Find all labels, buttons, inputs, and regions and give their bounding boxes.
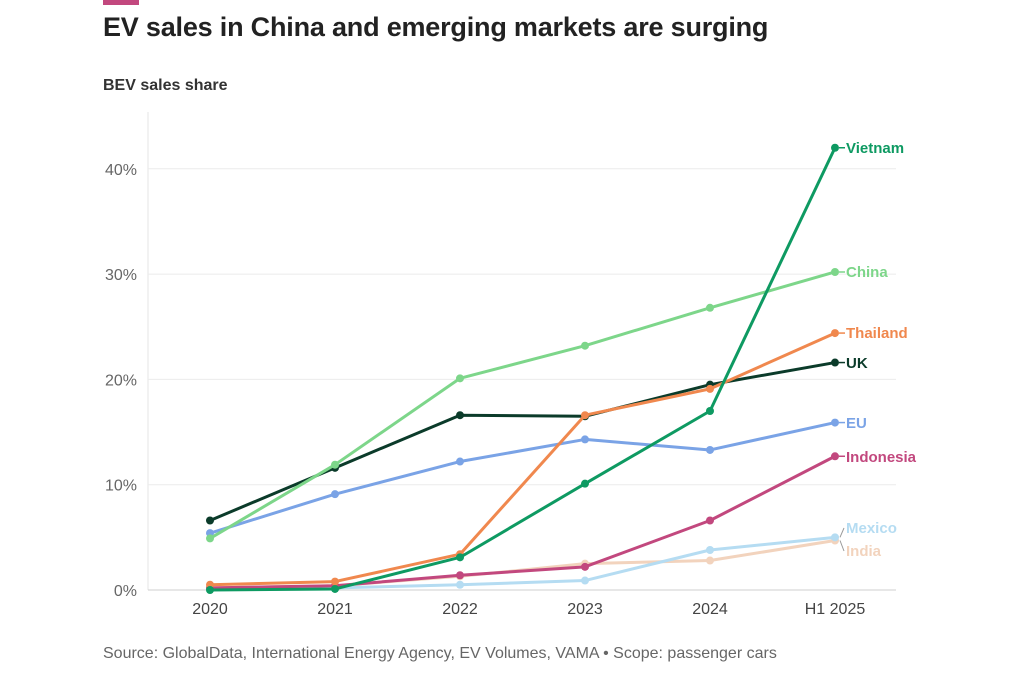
x-tick-label: 2022 xyxy=(442,601,478,618)
series-label: Mexico xyxy=(846,520,897,537)
x-tick-label: 2023 xyxy=(567,601,603,618)
data-point xyxy=(706,445,714,454)
x-tick-label: 2021 xyxy=(317,601,353,618)
data-point xyxy=(706,545,714,554)
label-connector xyxy=(839,527,845,538)
data-point xyxy=(331,490,339,499)
series-label: India xyxy=(846,543,882,560)
data-point xyxy=(456,571,464,580)
data-point xyxy=(456,580,464,589)
y-tick-label: 20% xyxy=(105,372,137,389)
chart-title: EV sales in China and emerging markets a… xyxy=(103,12,769,42)
data-point xyxy=(581,562,589,571)
data-point xyxy=(581,341,589,350)
series-line xyxy=(208,331,837,587)
series-label: Indonesia xyxy=(846,449,917,466)
series-line xyxy=(208,146,837,592)
label-connector xyxy=(839,540,845,552)
data-point xyxy=(581,576,589,585)
data-point xyxy=(206,516,214,525)
data-point xyxy=(831,452,839,461)
data-point xyxy=(831,418,839,427)
data-point xyxy=(456,374,464,383)
data-point xyxy=(581,479,589,488)
data-point xyxy=(331,584,339,593)
y-tick-label: 40% xyxy=(105,162,137,179)
data-point xyxy=(206,534,214,543)
data-point xyxy=(456,457,464,466)
series-line xyxy=(208,270,837,540)
data-point xyxy=(831,358,839,367)
data-point xyxy=(831,329,839,338)
x-tick-label: 2024 xyxy=(692,601,728,618)
y-tick-label: 0% xyxy=(114,583,137,600)
data-point xyxy=(331,460,339,469)
series-line xyxy=(208,454,837,590)
data-point xyxy=(706,303,714,312)
data-point xyxy=(831,143,839,152)
data-point xyxy=(581,435,589,444)
x-tick-label: 2020 xyxy=(192,601,228,618)
data-point xyxy=(831,533,839,542)
data-point xyxy=(706,556,714,565)
series-label: Thailand xyxy=(846,325,908,342)
series-line xyxy=(208,421,837,535)
data-point xyxy=(831,267,839,276)
series-label: EU xyxy=(846,415,867,432)
data-point xyxy=(456,411,464,420)
data-point xyxy=(206,586,214,594)
data-point xyxy=(331,577,339,586)
data-point xyxy=(706,384,714,393)
series-line xyxy=(208,361,837,523)
data-point xyxy=(706,406,714,415)
series-label: China xyxy=(846,264,888,281)
data-point xyxy=(581,411,589,420)
chart-subtitle: BEV sales share xyxy=(103,77,228,94)
y-tick-label: 30% xyxy=(105,267,137,284)
accent-bar xyxy=(103,0,139,5)
series-label: UK xyxy=(846,355,868,372)
x-tick-label: H1 2025 xyxy=(805,601,866,618)
source-note: Source: GlobalData, International Energy… xyxy=(103,645,777,662)
data-point xyxy=(706,516,714,525)
series-label: Vietnam xyxy=(846,140,904,157)
data-point xyxy=(456,553,464,562)
y-tick-label: 10% xyxy=(105,478,137,495)
